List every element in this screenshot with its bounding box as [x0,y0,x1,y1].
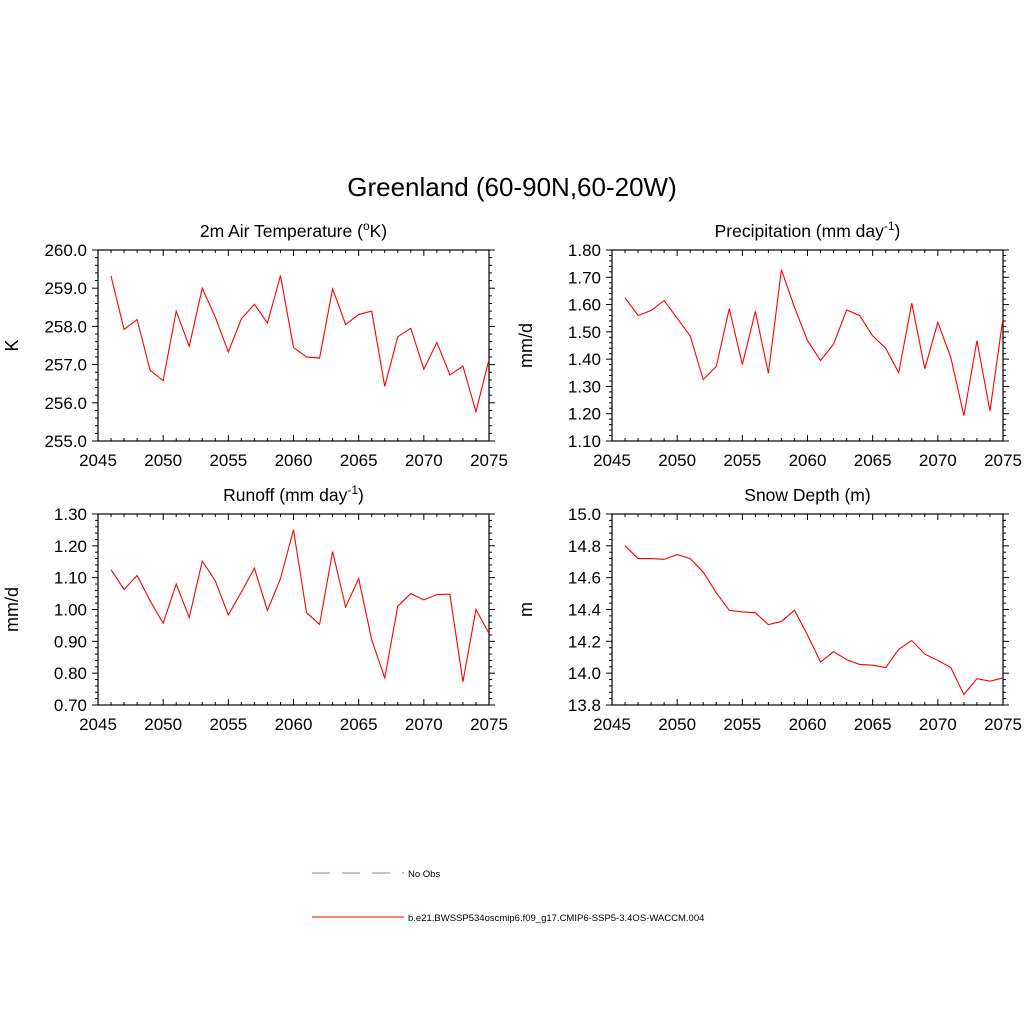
y-tick-label: 1.80 [568,241,601,260]
y-tick-label: 13.8 [568,696,601,715]
y-axis-label: mm/d [2,587,22,632]
x-tick-label: 2060 [275,715,313,734]
y-tick-label: 1.00 [54,601,87,620]
y-tick-label: 260.0 [44,241,87,260]
y-tick-label: 1.10 [54,569,87,588]
x-tick-label: 2060 [275,451,313,470]
x-tick-label: 2065 [340,715,378,734]
panel-title: Runoff (mm day-1) [223,483,364,505]
y-tick-label: 1.30 [54,505,87,524]
x-tick-label: 2075 [984,715,1022,734]
panel-1: 2045 2050 2055 2060 2065 2070 2075 255.0 256.0 25… [2,219,508,470]
y-tick-label: 14.6 [568,569,601,588]
y-tick-label: 1.40 [568,350,601,369]
y-tick-label: 257.0 [44,356,87,375]
x-tick-label: 2070 [405,715,443,734]
y-tick-label: 1.30 [568,377,601,396]
x-tick-label: 2050 [658,715,696,734]
panel-title: Snow Depth (m) [744,485,870,505]
x-tick-label: 2070 [919,451,957,470]
x-tick-label: 2065 [340,451,378,470]
x-tick-label: 2055 [723,451,761,470]
x-tick-label: 2060 [789,715,827,734]
y-tick-label: 0.70 [54,696,87,715]
y-tick-label: 15.0 [568,505,601,524]
y-tick-label: 1.70 [568,268,601,287]
x-tick-label: 2075 [470,715,508,734]
x-tick-label: 2045 [79,715,117,734]
panel-title: 2m Air Temperature (oK) [200,219,387,241]
y-tick-label: 1.60 [568,296,601,315]
plot-frame [611,513,1004,706]
x-tick-label: 2055 [723,715,761,734]
y-tick-label: 259.0 [44,279,87,298]
y-axis-label: m [516,602,536,617]
y-tick-label: 258.0 [44,317,87,336]
legend: No Obs b.e21.BWSSP534oscmip6.f09_g17.CMI… [312,869,704,924]
legend-label-model: b.e21.BWSSP534oscmip6.f09_g17.CMIP6-SSP5… [408,913,704,924]
y-tick-label: 256.0 [44,394,87,413]
y-tick-label: 1.10 [568,432,601,451]
x-tick-label: 2055 [209,715,247,734]
series-line-1 [624,545,1004,696]
x-tick-label: 2055 [209,451,247,470]
y-tick-label: 0.90 [54,632,87,651]
panel-title: Precipitation (mm day-1) [715,219,901,241]
y-tick-label: 14.2 [568,632,601,651]
y-tick-label: 14.0 [568,664,601,683]
panels-group: 2045 2050 2055 2060 2065 2070 2075 255.0 256.0 25… [2,219,1022,734]
y-tick-label: 14.8 [568,537,601,556]
panel-3: 2045 2050 2055 2060 2065 2070 2075 0.70 0.80 0.90… [2,483,508,734]
y-tick-label: 0.80 [54,664,87,683]
y-axis-label: mm/d [516,323,536,368]
plot-frame [611,249,1004,442]
figure-title: Greenland (60-90N,60-20W) [347,172,677,202]
x-tick-label: 2045 [593,451,631,470]
x-tick-label: 2070 [405,451,443,470]
x-tick-label: 2060 [789,451,827,470]
x-tick-label: 2050 [144,715,182,734]
series-line-1 [110,275,490,414]
series-line-1 [110,529,490,682]
y-tick-label: 255.0 [44,432,87,451]
y-tick-label: 1.50 [568,323,601,342]
x-tick-label: 2065 [854,715,892,734]
x-tick-label: 2070 [919,715,957,734]
y-tick-label: 1.20 [54,537,87,556]
y-tick-label: 14.4 [568,601,601,620]
series-line-1 [624,269,1004,416]
x-tick-label: 2075 [984,451,1022,470]
y-tick-label: 1.20 [568,405,601,424]
panel-2: 2045 2050 2055 2060 2065 2070 2075 1.10 1.20 1.30… [516,219,1022,470]
x-tick-label: 2050 [658,451,696,470]
panel-4: 2045 2050 2055 2060 2065 2070 2075 13.8 14.0 14.2… [516,485,1022,734]
x-tick-label: 2050 [144,451,182,470]
plot-frame [97,513,490,706]
x-tick-label: 2045 [593,715,631,734]
x-tick-label: 2075 [470,451,508,470]
legend-label-no-obs: No Obs [408,869,440,880]
x-tick-label: 2065 [854,451,892,470]
x-tick-label: 2045 [79,451,117,470]
y-axis-label: K [2,339,22,351]
